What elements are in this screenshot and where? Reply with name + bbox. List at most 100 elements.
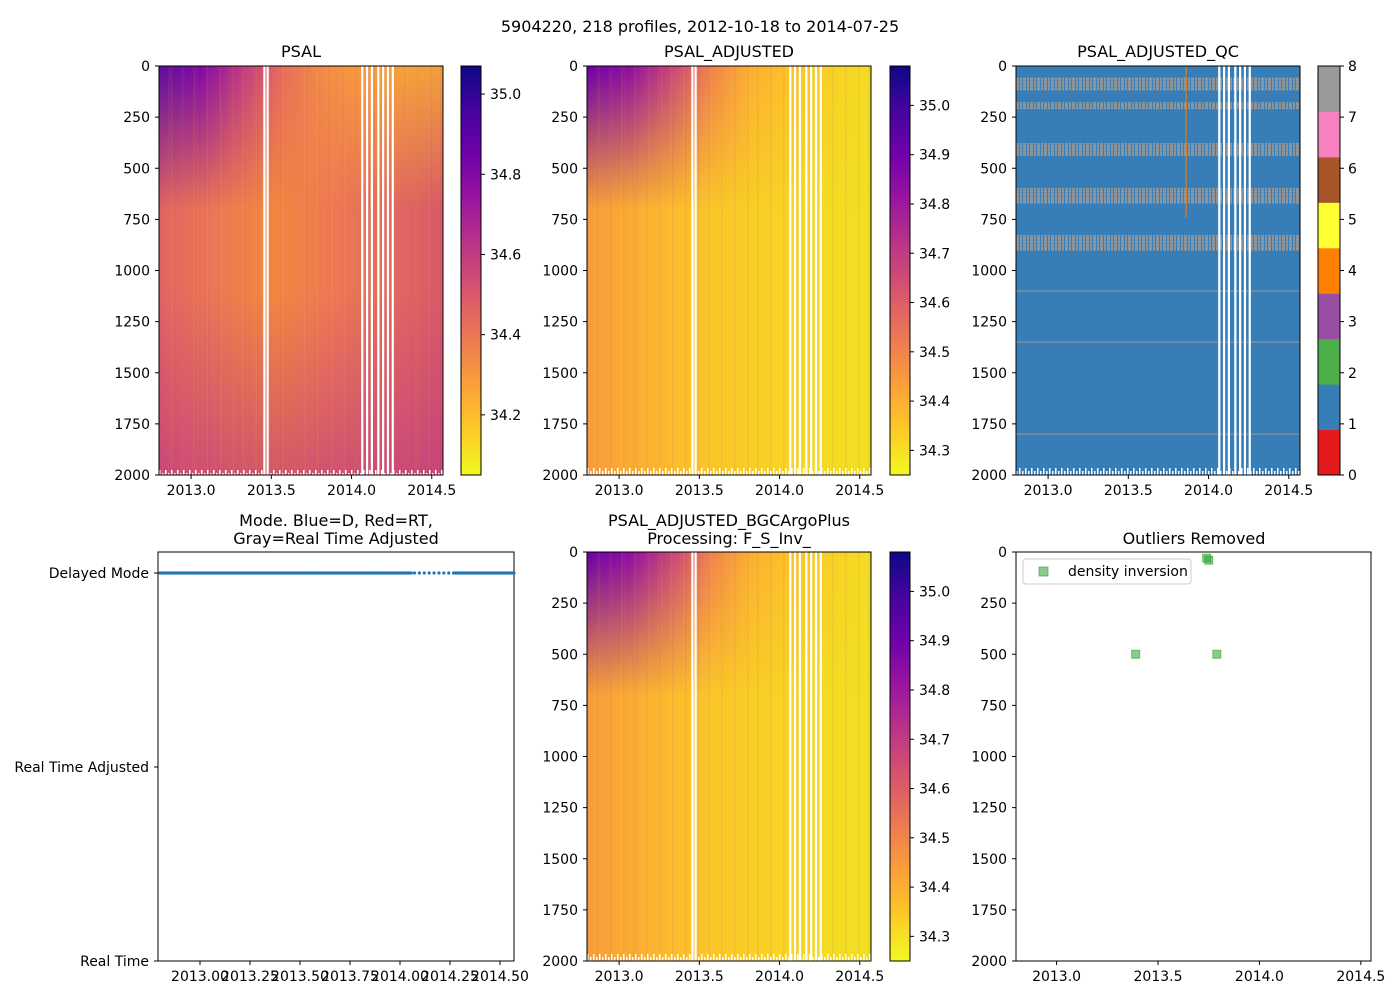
qc-bottom-edge xyxy=(1121,468,1123,475)
psal_bgc-x-tick-label: 2014.0 xyxy=(755,969,804,985)
psal-bottom-edge xyxy=(219,470,221,475)
outliers-y-tick-label: 1500 xyxy=(971,852,1007,868)
mode-delayed-point xyxy=(417,571,421,575)
psal_bgc-bottom-edge xyxy=(713,954,715,961)
psal-bottom-edge xyxy=(405,470,407,475)
psal_bgc-bottom-edge xyxy=(839,954,841,961)
psal_adjusted-y-tick-label: 750 xyxy=(551,212,578,228)
qc-bottom-edge xyxy=(1133,468,1135,475)
psal_adjusted-colorbar-tick-label: 34.5 xyxy=(919,345,950,361)
qc-bottom-edge xyxy=(1241,468,1243,475)
psal_adjusted-bottom-edge xyxy=(836,471,838,475)
psal-heatmap-streak xyxy=(233,66,235,475)
psal_adjusted-bottom-edge xyxy=(830,471,832,475)
psal-heatmap-streak xyxy=(381,66,383,475)
psal-heatmap-streak xyxy=(220,66,222,475)
psal_adjusted-heatmap-streak xyxy=(856,66,858,475)
psal_adjusted-bottom-edge xyxy=(722,471,724,475)
psal_adjusted-heatmap-streak xyxy=(747,66,749,475)
qc-bottom-edge xyxy=(1202,471,1204,475)
psal-heatmap-streak xyxy=(195,66,197,475)
psal-heatmap-streak xyxy=(170,66,172,475)
psal-y-tick-label: 2000 xyxy=(114,468,150,484)
psal_adjusted_qc-y-tick-label: 500 xyxy=(980,161,1007,177)
psal_adjusted-heatmap-streak xyxy=(869,66,871,475)
legend-frame xyxy=(1022,558,1192,585)
psal-heatmap-streak xyxy=(404,66,406,475)
psal-bottom-edge xyxy=(162,473,164,475)
psal_bgc-bottom-edge xyxy=(740,957,742,961)
psal_bgc-bottom-edge xyxy=(662,957,664,961)
qc-bottom-edge xyxy=(1196,471,1198,475)
psal_bgc-x-tick-label: 2013.5 xyxy=(675,969,724,985)
psal_adjusted-bottom-edge xyxy=(857,468,859,475)
psal_adjusted-heatmap-streak xyxy=(769,66,771,475)
psal_adjusted-bottom-edge xyxy=(662,471,664,475)
psal_bgc-heatmap-streak xyxy=(685,552,687,961)
qc-bottom-edge xyxy=(1295,468,1297,475)
psal_bgc-colorbar-tick-label: 34.7 xyxy=(919,732,950,748)
psal_bgc-heatmap-streak xyxy=(857,552,859,961)
psal_adjusted_qc-colorbar-tick-label: 6 xyxy=(1348,161,1357,177)
psal_adjusted-missing-profile-gap xyxy=(814,66,818,475)
psal_adjusted-heatmap-streak xyxy=(746,66,748,475)
psal_bgc-heatmap-streak xyxy=(735,552,737,961)
outliers-y-tick-label: 1000 xyxy=(971,750,1007,766)
psal_bgc-bottom-edge xyxy=(773,954,775,961)
psal_bgc-bottom-edge xyxy=(674,957,676,961)
qc-bottom-edge xyxy=(1076,471,1078,475)
qc-bottom-edge xyxy=(1031,468,1033,475)
psal_bgc-bottom-edge xyxy=(611,954,613,961)
psal-panel-title: PSAL xyxy=(281,42,321,61)
psal-bottom-edge xyxy=(381,470,383,475)
psal_bgc-bottom-edge xyxy=(770,957,772,961)
psal-bottom-edge xyxy=(363,470,365,475)
psal_adjusted-bottom-edge xyxy=(770,471,772,475)
psal_bgc-bottom-edge xyxy=(785,954,787,961)
qc-bottom-edge xyxy=(1178,471,1180,475)
psal_adjusted-bottom-edge xyxy=(704,471,706,475)
qc-bottom-edge xyxy=(1208,471,1210,475)
psal-heatmap-streak xyxy=(270,66,272,475)
psal_adjusted-heatmap-streak xyxy=(683,66,685,475)
mode-delayed-point xyxy=(412,571,417,575)
psal_bgc-bottom-edge xyxy=(590,957,592,961)
psal_bgc-heatmap-streak xyxy=(732,552,734,961)
psal_adjusted-bottom-edge xyxy=(719,468,721,475)
qc-bottom-edge xyxy=(1130,471,1132,475)
psal-bottom-edge xyxy=(432,473,434,475)
qc-missing-profile-gap xyxy=(1218,66,1221,475)
qc-missing-profile-gap xyxy=(1243,66,1247,475)
mode-x-tick-label: 2014.50 xyxy=(471,969,529,985)
psal-x-tick-label: 2013.5 xyxy=(247,483,296,499)
psal_bgc-bottom-edge xyxy=(641,954,643,961)
psal_adjusted_qc-colorbar-tick-label: 1 xyxy=(1348,417,1357,433)
qc-bottom-edge xyxy=(1286,471,1288,475)
psal-bottom-edge xyxy=(297,470,299,475)
psal_bgc-missing-profile-gap xyxy=(691,552,694,961)
psal_adjusted-heatmap-streak xyxy=(710,66,712,475)
psal-bottom-edge xyxy=(216,473,218,475)
qc-bottom-edge xyxy=(1142,471,1144,475)
qc-bottom-edge xyxy=(1070,471,1072,475)
psal-bottom-edge xyxy=(417,470,419,475)
psal_adjusted-heatmap-streak xyxy=(771,66,773,475)
psal_bgc-bottom-edge xyxy=(614,957,616,961)
psal_adjusted-heatmap-streak xyxy=(782,66,784,475)
psal_bgc-missing-profile-gap xyxy=(694,552,697,961)
psal_bgc-heatmap-streak xyxy=(647,552,649,961)
psal_adjusted-heatmap-streak xyxy=(697,66,699,475)
psal_bgc-bottom-edge xyxy=(755,954,757,961)
psal_adjusted_qc-y-tick-label: 1750 xyxy=(971,417,1007,433)
psal_bgc-heatmap-streak xyxy=(721,552,723,961)
psal_adjusted-heatmap-streak xyxy=(611,66,613,475)
psal_adjusted_qc-colorbar-tick-label: 2 xyxy=(1348,366,1357,382)
psal_adjusted-bottom-edge xyxy=(860,471,862,475)
psal_bgc-heatmap-streak xyxy=(770,552,772,961)
psal_bgc-heatmap-streak xyxy=(698,552,700,961)
psal_adjusted-heatmap-streak xyxy=(633,66,635,475)
psal_adjusted-bottom-edge xyxy=(755,468,757,475)
psal_bgc-bottom-edge xyxy=(806,957,808,961)
psal_adjusted-bottom-edge xyxy=(695,468,697,475)
